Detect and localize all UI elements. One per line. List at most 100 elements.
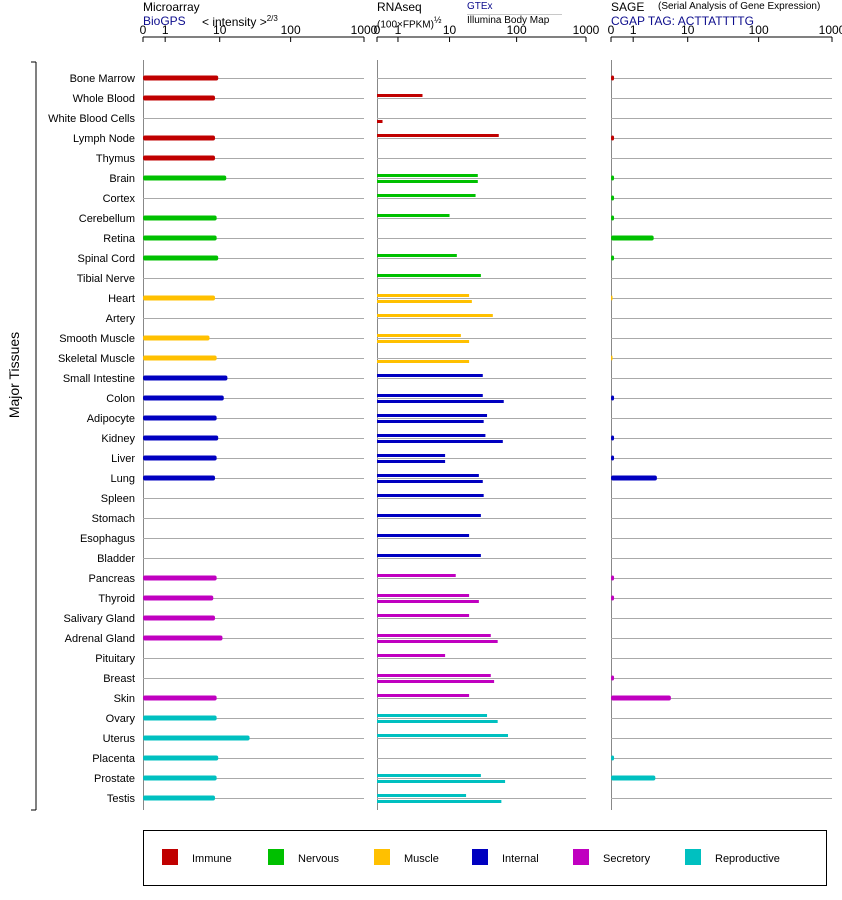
microarray-bar: [143, 295, 216, 301]
tissue-label: Liver: [111, 453, 135, 465]
tissue-label: Pituitary: [95, 653, 135, 665]
tissue-label: Artery: [106, 313, 136, 325]
tissue-label: White Blood Cells: [48, 113, 135, 125]
rnaseq-ibm-bar: [377, 180, 478, 183]
legend-swatch: [268, 849, 284, 865]
rnaseq-gtex-bar: [377, 414, 488, 417]
sage-bar: [611, 195, 615, 201]
tissue-label: Thymus: [96, 153, 136, 165]
rnaseq-gtex-bar: [377, 514, 481, 517]
rnaseq-gtex-bar: [377, 194, 476, 197]
sage-bar: [611, 395, 615, 401]
sage-bar: [611, 135, 615, 141]
x-tick-label: 100: [507, 23, 527, 37]
sage-note: (Serial Analysis of Gene Expression): [658, 1, 821, 12]
tissue-label: Cortex: [103, 193, 136, 205]
legend-swatch: [472, 849, 488, 865]
rnaseq-gtex-bar: [377, 434, 486, 437]
microarray-bar: [143, 775, 217, 781]
rnaseq-ibm-bar: [377, 120, 383, 123]
microarray-bar: [143, 435, 219, 441]
tissue-label: Heart: [108, 293, 135, 305]
sage-bar: [611, 175, 615, 181]
rnaseq-gtex-bar: [377, 314, 493, 317]
microarray-bar: [143, 375, 228, 381]
rnaseq-gtex-bar: [377, 574, 456, 577]
rnaseq-ibm-bar: [377, 480, 483, 483]
x-tick-label: 10: [681, 23, 695, 37]
sage-tag: CGAP TAG: ACTTATTTTG: [611, 14, 754, 28]
tissue-label: Prostate: [94, 773, 135, 785]
microarray-bar: [143, 615, 216, 621]
tissue-label: Breast: [103, 673, 135, 685]
legend-label: Muscle: [404, 853, 439, 865]
tissue-label: Brain: [109, 173, 135, 185]
microarray-bar: [143, 635, 223, 641]
x-tick-label: 1: [162, 23, 169, 37]
legend-swatch: [573, 849, 589, 865]
rnaseq-gtex-bar: [377, 774, 481, 777]
legend-label: Secretory: [603, 853, 651, 865]
x-tick-label: 100: [281, 23, 301, 37]
sage-bar: [611, 775, 656, 781]
rnaseq-gtex-bar: [377, 94, 423, 97]
rnaseq-gtex-bar: [377, 134, 499, 137]
sage-bar: [611, 695, 671, 701]
microarray-bar: [143, 755, 219, 761]
rnaseq-gtex-bar: [377, 494, 484, 497]
microarray-bar: [143, 575, 217, 581]
microarray-bar: [143, 335, 210, 341]
x-tick-label: 100: [749, 23, 769, 37]
rnaseq-gtex-bar: [377, 594, 470, 597]
rnaseq-scale-text: (100×FPKM): [377, 19, 434, 31]
legend-box: [143, 830, 827, 886]
rnaseq-gtex-bar: [377, 614, 470, 617]
microarray-bar: [143, 135, 216, 141]
microarray-bar: [143, 255, 219, 261]
microarray-bar: [143, 415, 217, 421]
rnaseq-ibm-bar: [377, 460, 446, 463]
tissue-label: Stomach: [92, 513, 135, 525]
x-tick-label: 1: [630, 23, 637, 37]
tissue-label: Thyroid: [98, 593, 135, 605]
microarray-bar: [143, 735, 250, 741]
microarray-bar: [143, 795, 216, 801]
rnaseq-ibm-bar: [377, 720, 498, 723]
sage-bar: [611, 575, 615, 581]
rnaseq-ibm-bar: [377, 640, 498, 643]
x-tick-label: 1: [395, 23, 402, 37]
tissue-label: Cerebellum: [79, 213, 135, 225]
tissue-label: Ovary: [106, 713, 136, 725]
microarray-bar: [143, 175, 227, 181]
legend-label: Immune: [192, 853, 232, 865]
rnaseq-gtex-bar: [377, 654, 446, 657]
sage-bar: [611, 595, 615, 601]
rnaseq-ibm-bar: [377, 780, 506, 783]
x-tick-label: 0: [608, 23, 615, 37]
tissue-label: Skin: [114, 693, 135, 705]
rnaseq-gtex-bar: [377, 294, 470, 297]
tissue-label: Kidney: [101, 433, 135, 445]
rnaseq-gtex-bar: [377, 174, 478, 177]
microarray-bar: [143, 715, 217, 721]
legend-swatch: [685, 849, 701, 865]
rnaseq-title: RNAseq: [377, 0, 422, 14]
x-tick-label: 10: [443, 23, 457, 37]
rnaseq-ibm-bar: [377, 800, 502, 803]
rnaseq-gtex-bar: [377, 674, 491, 677]
rnaseq-scale-label: (100×FPKM)½: [377, 15, 441, 30]
x-tick-label: 1000: [819, 23, 842, 37]
microarray-title: Microarray: [143, 0, 200, 14]
rnaseq-gtex-bar: [377, 214, 450, 217]
legend-swatch: [162, 849, 178, 865]
microarray-bar: [143, 475, 216, 481]
microarray-bar: [143, 95, 216, 101]
tissue-label: Salivary Gland: [63, 613, 135, 625]
rnaseq-gtex-bar: [377, 714, 488, 717]
y-group-label: Major Tissues: [6, 332, 22, 418]
microarray-bar: [143, 595, 214, 601]
microarray-bar: [143, 695, 217, 701]
x-tick-label: 1000: [573, 23, 600, 37]
microarray-bar: [143, 355, 217, 361]
